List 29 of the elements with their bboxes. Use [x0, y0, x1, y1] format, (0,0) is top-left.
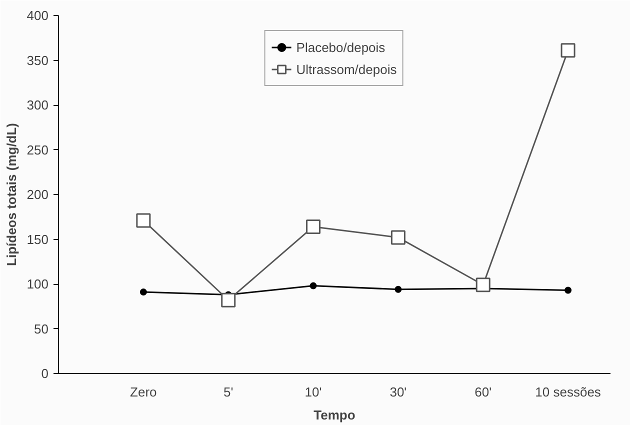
point [136, 213, 151, 228]
y-axis-title: Lipídeos totais (mg/dL) [4, 122, 19, 266]
y-tick-label: 350 [26, 52, 49, 68]
x-tick-label: 10' [304, 384, 322, 400]
point [476, 278, 490, 292]
x-tick-label: 30' [390, 384, 407, 400]
point [394, 286, 402, 293]
x-tick-label: 60' [474, 384, 492, 400]
legend-label: Ultrassom/depois [296, 62, 397, 76]
y-tick-label: 150 [26, 232, 49, 247]
point [140, 288, 147, 296]
y-tick-label: 50 [34, 321, 49, 336]
y-tick-label: 0 [41, 366, 49, 381]
point [310, 282, 317, 290]
point [560, 43, 576, 58]
x-tick-label: Zero [130, 384, 157, 400]
x-tick-label: 5' [223, 384, 234, 400]
point [390, 230, 406, 245]
point [564, 286, 572, 294]
y-tick-label: 400 [26, 8, 49, 23]
y-tick-label: 250 [26, 142, 49, 158]
point [306, 219, 321, 234]
y-tick-label: 200 [26, 187, 49, 202]
legend-label: Placebo/depois [296, 40, 386, 54]
x-axis-title: Tempo [314, 408, 356, 422]
y-tick-label: 300 [26, 98, 49, 112]
y-tick-label: 100 [26, 276, 49, 292]
x-tick-label: 10 sessões [535, 384, 602, 400]
point [221, 292, 236, 308]
